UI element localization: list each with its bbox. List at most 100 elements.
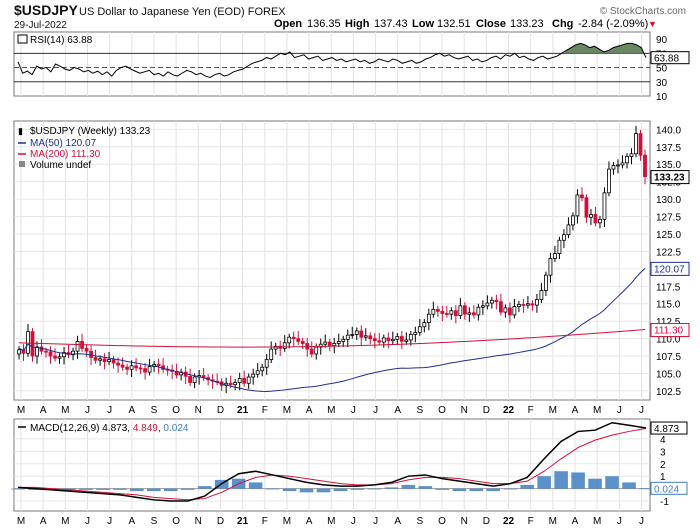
price-candle xyxy=(138,364,143,375)
price-last-value-label: 120.07 xyxy=(654,264,685,275)
candle-body xyxy=(125,366,129,370)
ma200-line xyxy=(18,329,646,348)
candle-body xyxy=(458,305,463,317)
price-y-tick-label: 125.0 xyxy=(656,230,681,241)
candle-body xyxy=(435,308,440,312)
macd-histogram-bar xyxy=(350,488,365,490)
volume-legend-swatch xyxy=(19,161,25,167)
price-candle xyxy=(354,327,359,341)
price-y-tick-label: 140.0 xyxy=(656,125,681,136)
x-tick-label-macd: M xyxy=(283,516,291,527)
x-tick-label-macd: M xyxy=(549,516,557,527)
x-tick-label-macd: J xyxy=(85,516,90,527)
x-tick-label-macd: N xyxy=(195,516,202,527)
macd-histogram-bar xyxy=(282,488,297,492)
price-candle xyxy=(84,344,89,357)
price-candle xyxy=(557,236,562,260)
price-candle xyxy=(629,148,634,165)
price-y-tick-label: 117.5 xyxy=(656,282,681,293)
price-candle xyxy=(386,332,391,349)
x-tick-label-price: M xyxy=(283,405,291,416)
price-candle xyxy=(643,149,647,185)
price-candle xyxy=(620,155,625,169)
candle-body xyxy=(422,322,427,328)
price-candle xyxy=(291,331,296,347)
x-tick-label-price: N xyxy=(461,405,468,416)
x-tick-label-price: J xyxy=(85,405,90,416)
price-candle xyxy=(616,159,620,174)
candle-body xyxy=(233,382,238,386)
price-y-tick-label: 105.0 xyxy=(656,369,681,380)
x-tick-label-macd: M xyxy=(327,516,335,527)
price-candle xyxy=(395,333,400,345)
price-candle xyxy=(503,304,508,318)
price-candle xyxy=(422,319,427,333)
price-candle xyxy=(264,353,269,375)
price-candle xyxy=(399,330,404,350)
candle-body xyxy=(507,307,512,316)
price-candle xyxy=(287,333,292,349)
price-y-tick-label: 130.0 xyxy=(656,195,681,206)
macd-histogram-bar xyxy=(180,488,195,490)
price-candle xyxy=(242,370,247,387)
candle-body xyxy=(516,304,521,307)
price-candle xyxy=(251,368,256,385)
price-last-value-box xyxy=(650,261,690,276)
price-candle xyxy=(512,298,517,319)
candle-body xyxy=(282,342,287,349)
x-tick-label-price: J xyxy=(617,405,622,416)
macd-histogram-bar xyxy=(418,486,433,489)
macd-last-value-box xyxy=(650,421,688,435)
macd-histogram-bar xyxy=(265,488,280,490)
x-tick-label-macd: M xyxy=(17,516,25,527)
price-y-tick-label: 102.5 xyxy=(656,387,681,398)
chg-value: -2.84 (-2.09%) xyxy=(578,18,648,30)
price-candle xyxy=(544,271,548,297)
price-candle xyxy=(471,305,476,319)
candle-body xyxy=(453,310,458,317)
price-layer xyxy=(17,125,647,394)
candle-body xyxy=(399,336,404,342)
price-last-value-tag: 120.07 xyxy=(650,261,690,276)
price-y-tick-label: 112.5 xyxy=(656,317,681,328)
price-candle xyxy=(404,332,409,345)
candle-body xyxy=(341,338,346,342)
candle-body xyxy=(30,331,35,357)
macd-histogram-bar xyxy=(248,482,263,489)
grid-layer xyxy=(14,32,650,511)
price-candle xyxy=(332,337,337,354)
macd-histogram-bar xyxy=(197,486,212,489)
candle-body xyxy=(629,153,634,157)
price-candle xyxy=(494,294,499,310)
candle-body xyxy=(548,258,553,276)
candle-body xyxy=(395,336,400,340)
candle-body xyxy=(638,133,643,156)
candle-body xyxy=(98,358,102,361)
macd-histogram-bar xyxy=(11,488,25,490)
price-candle xyxy=(602,187,607,228)
candle-body xyxy=(26,331,30,354)
candle-body xyxy=(327,341,332,346)
candle-body xyxy=(498,301,503,313)
price-candle xyxy=(498,293,503,316)
macd-histogram-bar xyxy=(571,472,585,489)
candle-body xyxy=(129,365,134,370)
macd-legend: MACD(12,26,9) 4.873, 4.849, 0.024 xyxy=(30,423,189,434)
candle-body xyxy=(116,362,120,366)
price-candle xyxy=(377,333,382,346)
candle-body xyxy=(120,364,125,368)
candle-body xyxy=(323,341,328,345)
price-candle xyxy=(611,162,616,175)
x-tick-label-macd: A xyxy=(572,516,579,527)
price-candle xyxy=(562,229,566,248)
macd-histogram-bar xyxy=(435,488,450,490)
x-tick-label-price: J xyxy=(351,405,356,416)
price-candle xyxy=(521,298,526,313)
macd-histogram-bar xyxy=(401,484,416,489)
x-tick-label-price: M xyxy=(17,405,25,416)
candle-body xyxy=(188,375,193,383)
price-last-value-label: 133.23 xyxy=(654,173,685,184)
macd-histogram-bar xyxy=(79,488,93,490)
x-tick-label-macd: N xyxy=(461,516,468,527)
price-candle xyxy=(296,330,301,345)
